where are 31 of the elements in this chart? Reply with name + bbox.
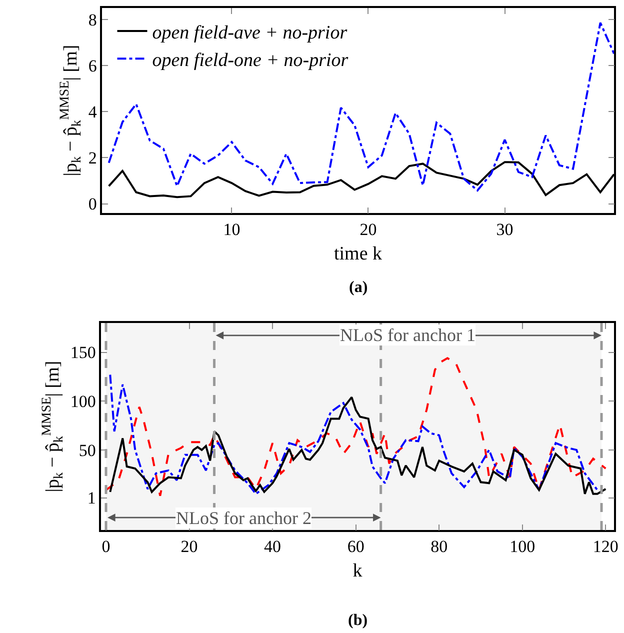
line-series xyxy=(105,357,607,497)
y-tick-label: 2 xyxy=(88,148,97,168)
line-series xyxy=(108,22,614,192)
x-tick-label: 10 xyxy=(223,220,240,240)
x-tick-label: 0 xyxy=(102,537,110,556)
text: (a) xyxy=(349,279,368,296)
x-tick-label: 100 xyxy=(510,537,536,556)
legend-label: open field-ave + no-prior xyxy=(152,22,348,44)
x-tick-label: 20 xyxy=(180,537,198,556)
line-series xyxy=(109,374,598,495)
x-tick-label: 30 xyxy=(496,220,514,240)
text: (b) xyxy=(348,612,368,629)
y-tick-label: 4 xyxy=(88,102,98,122)
y-tick-label: 150 xyxy=(70,343,96,362)
legend-label: open field-one + no-prior xyxy=(152,50,349,72)
x-tick-label: 120 xyxy=(592,537,618,556)
y-tick-label: 1 xyxy=(87,488,96,508)
y-tick-label: 8 xyxy=(88,10,97,30)
y-tick-label: 6 xyxy=(88,56,97,76)
y-tick-label: 50 xyxy=(78,440,96,460)
line-series xyxy=(109,396,607,495)
x-tick-label: 40 xyxy=(264,537,282,556)
x-tick-label: 60 xyxy=(347,537,364,556)
x-tick-label: 80 xyxy=(430,537,448,556)
x-tick-label: 20 xyxy=(360,220,377,240)
y-tick-label: 100 xyxy=(70,392,96,412)
y-tick-label: 0 xyxy=(88,194,97,214)
band-label: NLoS for anchor 1 xyxy=(340,325,476,345)
band-label: NLoS for anchor 2 xyxy=(176,508,312,528)
x-axis-title: time k xyxy=(334,243,383,264)
x-axis-title: k xyxy=(352,560,363,582)
